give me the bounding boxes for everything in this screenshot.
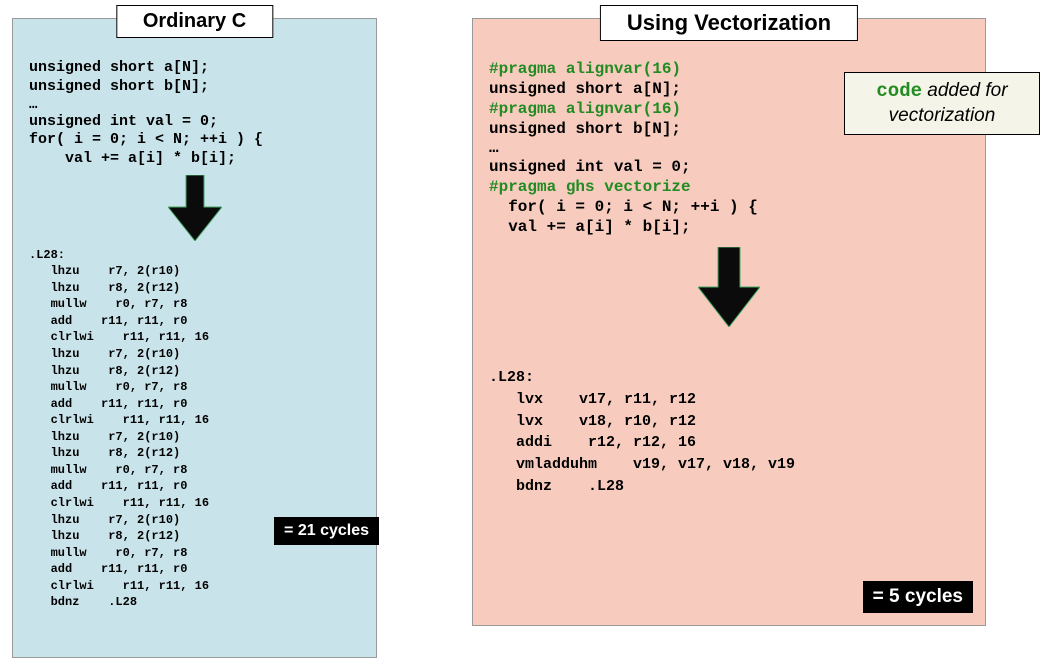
code-line: unsigned short a[N]; — [29, 59, 376, 78]
cycles-badge-left: = 21 cycles — [274, 517, 379, 545]
annotation-box: code added for vectorization — [844, 72, 1040, 135]
cycles-badge-right: = 5 cycles — [863, 581, 973, 613]
arrow-down-icon — [168, 175, 222, 241]
panel-ordinary-c: Ordinary C unsigned short a[N];unsigned … — [12, 18, 377, 658]
annotation-codeword: code — [876, 80, 922, 102]
code-line: val += a[i] * b[i]; — [489, 217, 985, 237]
title-left: Ordinary C — [116, 5, 273, 38]
ellipsis-left: … — [29, 97, 376, 113]
code-line: #pragma ghs vectorize — [489, 177, 985, 197]
left-c-code-2: unsigned int val = 0;for( i = 0; i < N; … — [29, 113, 376, 169]
right-c-code-2: unsigned int val = 0;#pragma ghs vectori… — [489, 157, 985, 237]
code-line: for( i = 0; i < N; ++i ) { — [489, 197, 985, 217]
left-c-code-1: unsigned short a[N];unsigned short b[N]; — [29, 59, 376, 97]
right-asm: .L28: lvx v17, r11, r12 lvx v18, r10, r1… — [489, 367, 985, 498]
arrow-left-container — [13, 175, 376, 241]
arrow-down-icon — [698, 247, 760, 327]
title-right: Using Vectorization — [600, 5, 858, 41]
code-line: val += a[i] * b[i]; — [29, 150, 376, 169]
arrow-right-container — [473, 247, 985, 327]
left-asm: .L28: lhzu r7, 2(r10) lhzu r8, 2(r12) mu… — [29, 247, 376, 611]
code-line: for( i = 0; i < N; ++i ) { — [29, 131, 376, 150]
code-line: unsigned int val = 0; — [489, 157, 985, 177]
code-line: unsigned short b[N]; — [29, 78, 376, 97]
code-line: unsigned int val = 0; — [29, 113, 376, 132]
ellipsis-right: … — [489, 139, 985, 157]
